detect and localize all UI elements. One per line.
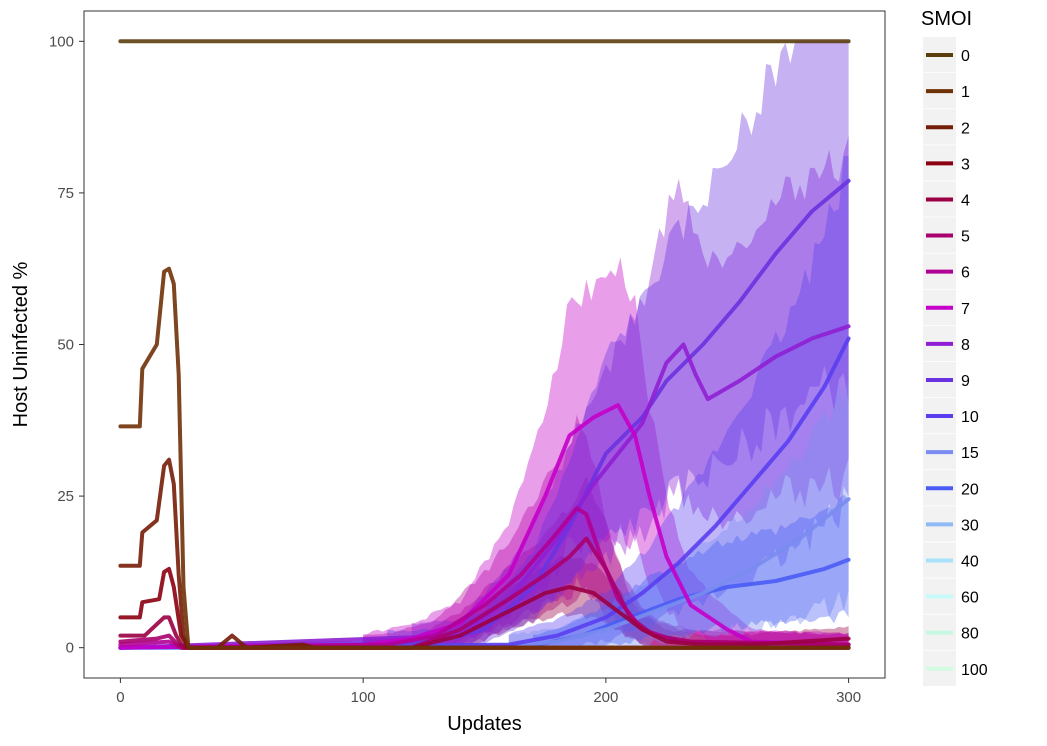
legend-label: 6: [961, 265, 970, 282]
line-smoi-8: [118, 324, 851, 650]
series-lines: [118, 39, 851, 650]
ribbon-smoi-15: [508, 376, 849, 648]
line-smoi-7: [118, 403, 851, 650]
ribbon-smoi-9: [387, 41, 849, 648]
x-tick-label: 200: [593, 689, 618, 706]
legend-label: 3: [961, 156, 970, 173]
legend-item: 2: [923, 109, 970, 145]
legend-item: 0: [923, 37, 970, 73]
ribbon-smoi-10: [508, 155, 849, 648]
legend-label: 60: [961, 590, 979, 607]
legend-item: 1: [923, 73, 970, 109]
legend-label: 100: [961, 662, 988, 679]
legend-item: 9: [923, 361, 970, 398]
legend-label: 40: [961, 553, 979, 570]
y-tick-label: 0: [66, 640, 74, 657]
legend-label: 1: [961, 84, 970, 101]
legend-label: 2: [961, 120, 970, 137]
line-smoi-10: [118, 336, 851, 650]
line-smoi-1: [118, 266, 851, 650]
legend-label: 9: [961, 373, 970, 390]
line-smoi-9: [118, 178, 851, 650]
legend-item: 100: [923, 650, 988, 686]
x-axis: 0 100 200 300: [116, 678, 861, 706]
legend-items: 0 1 2 3 4 5 6 7 8 9 10 15 20 30 40 60 80 100: [923, 37, 988, 686]
x-axis-title: Updates: [447, 713, 522, 735]
x-tick-label: 300: [836, 689, 861, 706]
y-tick-label: 50: [57, 337, 74, 354]
legend-item: 15: [923, 434, 979, 470]
legend-label: 30: [961, 517, 979, 534]
ribbon-smoi-6: [363, 414, 849, 648]
y-axis-title: Host Uninfected %: [10, 261, 32, 427]
line-smoi-4: [118, 585, 851, 650]
legend-item: 5: [923, 217, 970, 253]
legend-item: 30: [923, 506, 979, 542]
legend-label: 15: [961, 445, 979, 462]
legend-item: 3: [923, 145, 970, 181]
x-tick-label: 100: [351, 689, 376, 706]
ribbon-smoi-20: [533, 494, 849, 648]
legend-label: 20: [961, 481, 979, 498]
legend-item: 6: [923, 253, 970, 289]
legend-item: 40: [923, 542, 979, 578]
y-axis: 0 25 50 75 100: [49, 33, 84, 657]
legend: SMOI 0 1 2 3 4 5 6 7 8 9 10 15 20 30 40 60 80 100: [921, 8, 988, 686]
legend-item: 60: [923, 578, 979, 614]
legend-item: 80: [923, 614, 979, 650]
legend-label: 5: [961, 229, 970, 246]
legend-label: 10: [961, 409, 979, 426]
legend-label: 7: [961, 301, 970, 318]
legend-item: 10: [923, 398, 979, 434]
legend-item: 8: [923, 325, 970, 362]
legend-label: 0: [961, 48, 970, 65]
legend-label: 80: [961, 626, 979, 643]
legend-label: 8: [961, 337, 970, 354]
legend-item: 4: [923, 181, 970, 217]
line-smoi-15: [118, 497, 851, 650]
legend-item: 20: [923, 470, 979, 506]
y-tick-label: 75: [57, 185, 74, 202]
legend-item: 7: [923, 289, 970, 325]
ribbon-smoi-8: [411, 135, 849, 648]
legend-label: 4: [961, 192, 970, 209]
y-tick-label: 25: [57, 488, 74, 505]
x-tick-label: 0: [116, 689, 124, 706]
legend-title: SMOI: [921, 8, 972, 30]
y-tick-label: 100: [49, 33, 74, 50]
